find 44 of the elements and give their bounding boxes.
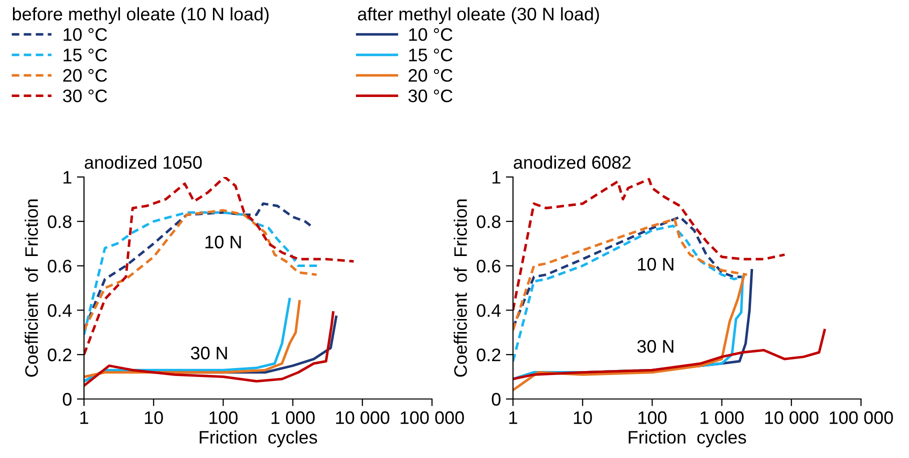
x-tick-label: 10 000 <box>336 411 390 424</box>
legend-label: 20 °C <box>408 69 452 82</box>
legend-label: 30 °C <box>63 89 107 102</box>
legend-label: 30 °C <box>408 89 452 102</box>
y-tick-label: 0.2 <box>48 348 72 362</box>
annotation: 30 N <box>637 340 674 353</box>
x-axis-title: Friction cycles <box>200 430 318 448</box>
y-tick-label: 0.2 <box>476 348 500 362</box>
legend-label: 10 °C <box>64 28 107 41</box>
x-tick-label: 100 000 <box>830 411 893 424</box>
y-tick-label: 0.8 <box>476 215 500 228</box>
legend-label: 15 °C <box>64 48 107 62</box>
x-tick-label: 1 000 <box>272 411 315 424</box>
y-tick-label: 0.4 <box>476 304 501 317</box>
legend-title: before methyl oleate (10 N load) <box>12 7 269 24</box>
x-tick-label: 100 000 <box>400 411 464 424</box>
x-axis-title: Friction cycles <box>628 430 746 448</box>
y-axis-title: Coefficient of Friction <box>454 200 467 377</box>
x-tick-label: 100 <box>210 411 238 424</box>
legend-title: after methyl oleate (30 N load) <box>358 7 599 24</box>
legend-label: 15 °C <box>409 48 452 62</box>
x-tick-label: 10 000 <box>765 411 818 424</box>
y-tick-label: 0.6 <box>476 260 500 273</box>
x-tick-label: 10 <box>144 411 163 424</box>
y-tick-label: 0.8 <box>48 215 72 228</box>
x-tick-label: 100 <box>638 411 667 424</box>
annotation: 30 N <box>190 346 227 360</box>
y-tick-label: 0.4 <box>48 304 72 317</box>
x-tick-label: 1 <box>509 411 518 424</box>
y-tick-label: 1 <box>492 171 500 184</box>
y-tick-label: 0 <box>492 392 500 406</box>
y-axis-title: Coefficient of Friction <box>24 200 38 377</box>
x-tick-label: 10 <box>574 411 592 424</box>
y-tick-label: 1 <box>64 171 72 184</box>
x-tick-label: 1 <box>80 411 88 424</box>
chart-title: anodized 6082 <box>514 156 631 169</box>
legend-label: 20 °C <box>63 69 107 82</box>
y-tick-label: 0 <box>62 392 72 406</box>
legend-label: 10 °C <box>409 28 452 41</box>
y-tick-label: 0.6 <box>48 260 72 273</box>
annotation: 10 N <box>638 258 674 271</box>
chart-title: anodized 1050 <box>84 156 202 169</box>
annotation: 10 N <box>206 236 241 248</box>
x-tick-label: 1 000 <box>700 411 744 424</box>
